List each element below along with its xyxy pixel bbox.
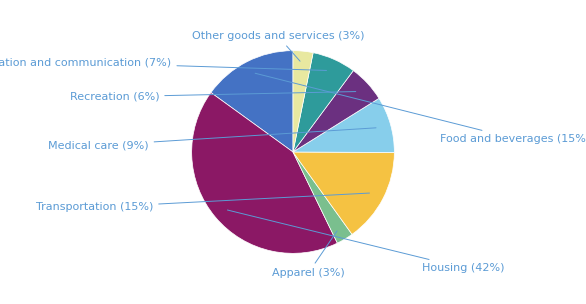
Text: Medical care (9%): Medical care (9%): [48, 128, 376, 150]
Text: Recreation (6%): Recreation (6%): [70, 92, 356, 102]
Wedge shape: [293, 51, 313, 152]
Wedge shape: [211, 51, 293, 152]
Wedge shape: [293, 152, 394, 234]
Text: Food and beverages (15%): Food and beverages (15%): [255, 73, 586, 144]
Text: Housing (42%): Housing (42%): [227, 210, 505, 273]
Wedge shape: [293, 152, 352, 243]
Wedge shape: [293, 98, 394, 153]
Text: Apparel (3%): Apparel (3%): [272, 231, 345, 278]
Wedge shape: [192, 92, 338, 253]
Wedge shape: [293, 53, 353, 152]
Text: Education and communication (7%): Education and communication (7%): [0, 57, 326, 71]
Wedge shape: [293, 71, 379, 152]
Text: Other goods and services (3%): Other goods and services (3%): [192, 31, 364, 61]
Text: Transportation (15%): Transportation (15%): [36, 193, 369, 212]
